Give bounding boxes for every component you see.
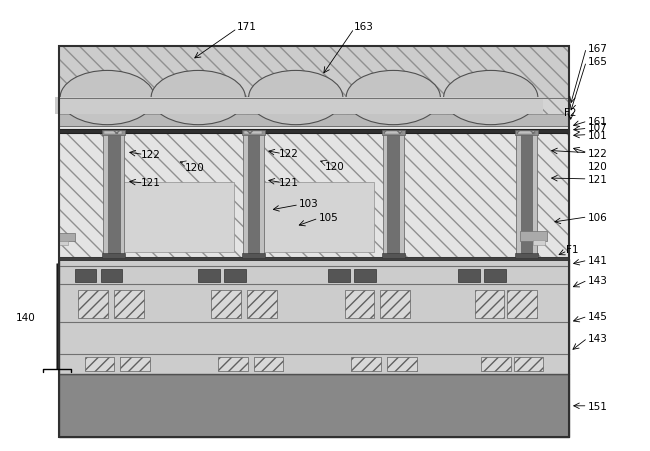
Bar xyxy=(102,131,125,135)
Text: 121: 121 xyxy=(280,177,299,187)
Bar xyxy=(108,134,120,254)
Bar xyxy=(260,183,374,253)
Bar xyxy=(55,98,159,115)
Bar xyxy=(384,132,402,135)
Bar xyxy=(58,47,569,99)
Bar xyxy=(58,99,569,115)
Bar xyxy=(198,269,220,282)
Bar xyxy=(484,269,506,282)
Bar xyxy=(458,269,480,282)
Text: 165: 165 xyxy=(588,57,608,67)
Text: 167: 167 xyxy=(588,44,608,54)
Text: 106: 106 xyxy=(588,212,608,222)
Bar xyxy=(58,115,569,126)
Bar xyxy=(382,131,405,135)
Bar xyxy=(243,133,264,255)
Ellipse shape xyxy=(151,71,246,125)
Text: 161: 161 xyxy=(588,117,608,127)
Bar xyxy=(387,134,399,254)
Bar xyxy=(120,183,234,253)
Text: 107: 107 xyxy=(588,123,608,133)
Bar xyxy=(254,357,283,371)
Bar xyxy=(533,240,545,246)
Bar xyxy=(114,290,144,318)
Bar xyxy=(58,259,569,374)
Text: 143: 143 xyxy=(588,276,608,285)
Bar xyxy=(224,269,246,282)
Bar xyxy=(242,131,265,135)
Bar xyxy=(344,290,374,318)
Bar xyxy=(383,133,404,255)
Bar xyxy=(387,357,417,371)
Bar xyxy=(351,357,381,371)
Text: 143: 143 xyxy=(588,333,608,343)
Text: 122: 122 xyxy=(280,148,299,158)
Text: 120: 120 xyxy=(185,163,205,173)
Text: 122: 122 xyxy=(588,148,608,158)
Text: F1: F1 xyxy=(566,244,578,254)
Bar xyxy=(84,357,114,371)
Bar xyxy=(520,232,547,242)
Bar xyxy=(58,374,569,437)
Ellipse shape xyxy=(443,71,538,125)
Bar xyxy=(514,357,543,371)
Bar xyxy=(382,254,405,258)
Bar xyxy=(146,98,250,115)
Text: 163: 163 xyxy=(354,22,374,32)
Text: 121: 121 xyxy=(588,175,608,184)
Bar xyxy=(211,290,241,318)
Bar xyxy=(474,290,504,318)
Text: 120: 120 xyxy=(588,162,608,172)
Bar xyxy=(75,269,96,282)
Bar xyxy=(515,254,538,258)
Bar xyxy=(439,98,543,115)
Bar xyxy=(58,126,569,130)
Text: 120: 120 xyxy=(325,162,344,172)
Ellipse shape xyxy=(60,71,155,125)
Bar xyxy=(247,290,277,318)
Text: 105: 105 xyxy=(318,212,338,222)
Text: 141: 141 xyxy=(588,256,608,266)
Bar xyxy=(341,98,445,115)
Bar xyxy=(328,269,350,282)
Bar xyxy=(103,133,124,255)
Bar xyxy=(507,290,537,318)
Bar xyxy=(248,134,259,254)
Bar xyxy=(354,269,376,282)
Ellipse shape xyxy=(346,71,441,125)
Bar xyxy=(244,98,348,115)
Ellipse shape xyxy=(248,71,343,125)
Text: F2: F2 xyxy=(564,108,577,118)
Bar xyxy=(58,130,569,133)
Bar xyxy=(102,254,125,258)
Bar xyxy=(515,131,538,135)
Bar xyxy=(516,133,537,255)
Text: 145: 145 xyxy=(588,312,608,322)
Bar xyxy=(380,290,410,318)
Bar xyxy=(244,132,262,135)
Text: 171: 171 xyxy=(237,22,257,32)
Text: 122: 122 xyxy=(141,149,161,159)
Bar xyxy=(101,269,122,282)
Bar xyxy=(517,132,535,135)
Text: 121: 121 xyxy=(141,178,161,188)
Bar xyxy=(481,357,511,371)
Bar xyxy=(242,254,265,258)
Bar xyxy=(58,257,569,260)
Bar xyxy=(58,133,569,257)
Text: 101: 101 xyxy=(588,130,608,140)
Bar xyxy=(78,290,108,318)
Bar xyxy=(104,132,122,135)
Bar xyxy=(218,357,248,371)
Text: 140: 140 xyxy=(16,312,36,322)
Text: 151: 151 xyxy=(588,401,608,411)
Bar xyxy=(521,134,532,254)
Bar xyxy=(120,357,150,371)
Bar xyxy=(58,241,68,246)
Bar xyxy=(58,234,75,242)
Bar xyxy=(58,47,569,437)
Text: 103: 103 xyxy=(299,199,318,209)
